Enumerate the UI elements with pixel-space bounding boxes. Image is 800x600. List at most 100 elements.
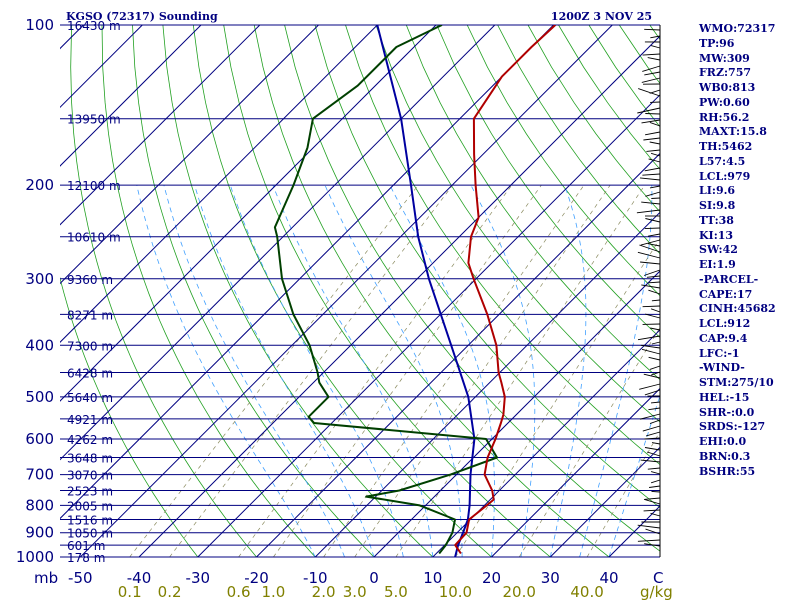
wind-barb — [639, 383, 661, 390]
wind-barb — [647, 233, 661, 237]
height-label: 7300 m — [67, 339, 113, 353]
index-item: HEL:-15 — [699, 390, 750, 404]
pressure-tick-label: 200 — [25, 176, 54, 194]
index-item: SRDS:-127 — [699, 420, 766, 434]
wind-barb — [649, 141, 661, 145]
index-item: SI:9.8 — [699, 199, 736, 212]
index-item: LCL:912 — [699, 317, 751, 330]
wind-barb — [650, 308, 661, 313]
index-item: CAP:9.4 — [699, 331, 748, 345]
wind-barbs — [636, 25, 661, 557]
index-item: PW:0.60 — [699, 95, 750, 109]
pressure-tick-label: 100 — [25, 16, 54, 34]
index-item: BSHR:55 — [699, 464, 756, 478]
temperature-tick-label: -10 — [303, 569, 328, 587]
index-item: L57:4.5 — [699, 154, 746, 168]
wind-barb — [644, 71, 661, 76]
isotherm--10 — [314, 211, 660, 557]
wind-barb — [650, 45, 661, 49]
wind-barb — [649, 185, 661, 189]
pressure-tick-label: 500 — [25, 388, 54, 406]
wind-barb — [637, 251, 661, 259]
isotherm--100 — [60, 25, 319, 285]
pressure-tick-label: 700 — [25, 466, 54, 484]
wind-barb — [639, 177, 661, 181]
height-label: 2523 m — [67, 485, 113, 499]
index-item: -WIND- — [699, 361, 745, 375]
wind-barb — [651, 442, 661, 445]
wind-barb — [637, 335, 661, 341]
height-labels: 16430 m 13950 m 12100 m 10610 m 9360 m 8271 m… — [67, 19, 121, 565]
height-label: 8271 m — [67, 308, 113, 322]
height-label: 3070 m — [67, 469, 113, 483]
mixing-ratio-line-2 — [238, 184, 513, 557]
moist-adiabat-35 — [579, 185, 653, 557]
wind-barb — [647, 57, 661, 61]
index-item: TP:96 — [699, 36, 735, 50]
mixing-ratio-tick-label: 10.0 — [439, 583, 472, 600]
height-label: 4921 m — [67, 413, 113, 427]
wind-barb — [649, 485, 661, 488]
wind-barb — [644, 28, 661, 31]
wind-barb — [643, 509, 661, 512]
isotherm--20 — [256, 152, 660, 557]
height-label: 16430 m — [67, 19, 121, 33]
index-item: KI:13 — [699, 228, 734, 242]
index-item: EI:1.9 — [699, 258, 736, 271]
wind-barb — [645, 113, 661, 115]
temperature-tick-label: 20 — [482, 569, 501, 587]
index-item: RH:56.2 — [699, 110, 750, 124]
wind-barb — [645, 218, 661, 223]
height-label: 12100 m — [67, 179, 121, 193]
index-item: MAXT:15.8 — [699, 125, 767, 139]
temperature-tick-label: 40 — [599, 569, 618, 587]
mixing-ratio-line-6 — [395, 184, 646, 557]
height-label: 1050 m — [67, 527, 113, 541]
temperature-tick-label: -40 — [127, 569, 152, 587]
pressure-tick-label: 600 — [25, 430, 54, 448]
index-item: STM:275/10 — [699, 376, 774, 389]
wind-barb — [646, 275, 661, 278]
wind-barb — [641, 119, 661, 124]
wind-barb — [647, 243, 661, 247]
wind-barb — [644, 497, 661, 500]
wind-barb — [650, 401, 661, 404]
isotherm-20 — [491, 387, 660, 557]
isotherm-10 — [432, 329, 660, 557]
parcel-trace — [376, 25, 476, 557]
isotherm--40 — [138, 35, 660, 557]
isotherm-0 — [373, 270, 660, 557]
plot-area — [60, 25, 660, 557]
height-label: 10610 m — [67, 231, 121, 245]
pressure-unit: mb — [34, 569, 58, 587]
wind-barb — [640, 261, 661, 265]
wind-barb — [642, 53, 661, 56]
mixing-ratio-tick-label: 20.0 — [502, 583, 535, 600]
wind-barb — [643, 498, 661, 505]
pressure-tick-label: 300 — [25, 270, 54, 288]
mixing-ratio-tick-label: 1.0 — [261, 583, 285, 600]
isotherms — [60, 25, 660, 557]
wind-barb — [651, 197, 661, 199]
index-item: TH:5462 — [699, 140, 753, 153]
wind-barb — [648, 281, 661, 284]
wind-barb — [639, 413, 661, 420]
wind-barb — [649, 365, 661, 370]
wind-barb — [650, 512, 661, 517]
temperature-tick-label: 30 — [541, 569, 560, 587]
wind-barb — [643, 269, 661, 276]
wind-barb — [644, 447, 661, 451]
mixing-ratio-line-1 — [169, 184, 453, 557]
temperature-unit: C — [653, 569, 663, 587]
mixing-ratio-tick-label: 0.6 — [227, 583, 251, 600]
wind-barb — [641, 348, 661, 355]
mixing-ratio-tick-labels: 0.1 0.2 0.6 1.0 2.0 3.0 5.0 10.0 20.0 40.0 — [118, 583, 604, 600]
chart-title: KGSO (72317) Sounding — [66, 10, 218, 23]
wind-barb — [647, 467, 661, 470]
mixing-ratio-tick-label: 0.2 — [158, 583, 182, 600]
dewpoint-trace — [273, 25, 498, 555]
temperature-tick-labels: -50 -40 -30 -20 -10 0 10 20 30 40 — [68, 569, 618, 587]
wind-barb — [644, 167, 661, 172]
mixing-ratio-tick-label: 3.0 — [343, 583, 367, 600]
index-item: CAPE:17 — [699, 287, 753, 301]
